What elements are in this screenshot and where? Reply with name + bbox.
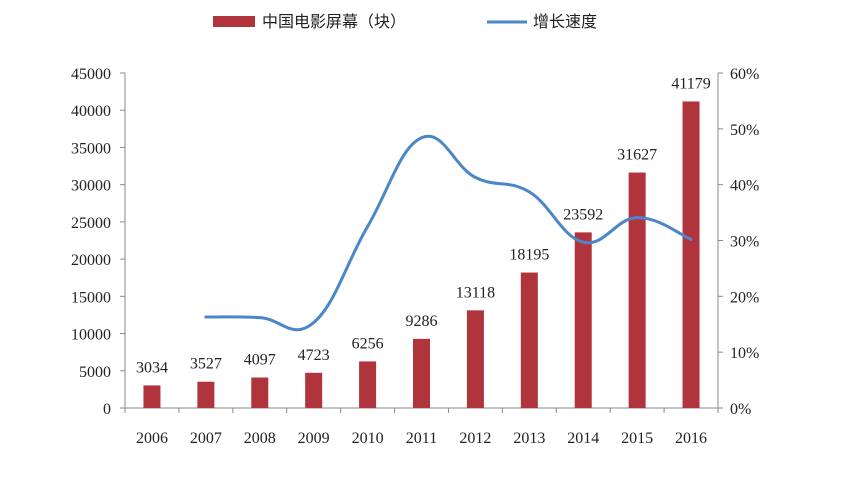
x-tick-label: 2007 bbox=[190, 430, 222, 447]
growth-rate-line bbox=[204, 134, 693, 332]
bar-data-label: 23592 bbox=[563, 206, 603, 223]
line-point bbox=[420, 136, 423, 140]
y-left-tick-label: 40000 bbox=[71, 103, 111, 120]
y-right-tick-label: 50% bbox=[730, 122, 759, 139]
y-left-tick-label: 0 bbox=[103, 401, 111, 418]
bar-data-label: 9286 bbox=[406, 313, 438, 330]
y-left-tick-label: 25000 bbox=[71, 215, 111, 232]
line-series bbox=[204, 134, 693, 332]
line-point bbox=[312, 321, 316, 325]
line-point bbox=[473, 175, 477, 179]
bar bbox=[574, 232, 592, 408]
y-right-tick-label: 0% bbox=[730, 401, 751, 418]
bar-data-label: 3034 bbox=[136, 359, 168, 376]
bar bbox=[466, 310, 484, 408]
bar-data-label: 6256 bbox=[352, 335, 384, 352]
bar-series bbox=[143, 101, 700, 408]
x-tick-label: 2013 bbox=[513, 430, 545, 447]
y-left-tick-label: 15000 bbox=[71, 289, 111, 306]
x-tick-label: 2010 bbox=[352, 430, 384, 447]
x-tick-label: 2015 bbox=[621, 430, 653, 447]
y-right-tick-label: 20% bbox=[730, 289, 759, 306]
y-left-tick-label: 45000 bbox=[71, 66, 111, 83]
legend-label-bar: 中国电影屏幕（块） bbox=[262, 12, 406, 31]
bar bbox=[251, 377, 269, 408]
x-tick-label: 2008 bbox=[244, 430, 276, 447]
y-right-tick-label: 10% bbox=[730, 345, 759, 362]
bar-data-label: 41179 bbox=[671, 75, 710, 92]
x-tick-label: 2012 bbox=[459, 430, 491, 447]
y-left-tick-label: 20000 bbox=[71, 252, 111, 269]
legend-swatch-bar bbox=[213, 16, 255, 27]
bar bbox=[520, 272, 538, 408]
legend-label-line: 增长速度 bbox=[533, 12, 597, 31]
line-point bbox=[527, 190, 531, 194]
bar-data-label: 13118 bbox=[456, 284, 495, 301]
bar bbox=[143, 385, 161, 408]
line-point bbox=[204, 315, 208, 319]
bar-data-label: 4723 bbox=[298, 347, 330, 364]
bar bbox=[359, 361, 377, 408]
x-tick-label: 2014 bbox=[567, 430, 599, 447]
bar-data-label: 18195 bbox=[509, 247, 549, 264]
bar-data-label: 4097 bbox=[244, 352, 276, 369]
bar-data-label: 3527 bbox=[190, 356, 222, 373]
x-tick-label: 2016 bbox=[675, 430, 707, 447]
legend: 中国电影屏幕（块） 增长速度 bbox=[213, 12, 597, 31]
y-right-tick-label: 60% bbox=[730, 66, 759, 83]
bar bbox=[305, 372, 323, 408]
y-right-tick-label: 40% bbox=[730, 178, 759, 195]
y-left-tick-label: 30000 bbox=[71, 178, 111, 195]
x-tick-label: 2011 bbox=[406, 430, 437, 447]
bar bbox=[413, 338, 430, 408]
axes: 0 5000 10000 15000 20000 25000 30000 35000 40000… bbox=[71, 66, 759, 447]
line-point bbox=[635, 216, 639, 220]
y-left-tick-label: 5000 bbox=[79, 364, 111, 381]
y-left-tick-label: 10000 bbox=[71, 327, 111, 344]
data-labels: 3034 3527 4097 4723 6256 9286 13118 18195 23592 3… bbox=[136, 75, 711, 376]
line-point bbox=[258, 316, 262, 320]
x-tick-label: 2009 bbox=[298, 430, 330, 447]
bar bbox=[197, 381, 215, 408]
line-point bbox=[689, 237, 693, 241]
y-right-tick-label: 30% bbox=[730, 234, 759, 251]
bar-data-label: 31627 bbox=[617, 147, 657, 164]
y-left-tick-label: 35000 bbox=[71, 140, 111, 157]
line-point bbox=[581, 240, 585, 244]
bar bbox=[628, 172, 646, 408]
bar bbox=[682, 101, 700, 408]
x-tick-label: 2006 bbox=[136, 430, 168, 447]
line-point bbox=[366, 225, 370, 229]
